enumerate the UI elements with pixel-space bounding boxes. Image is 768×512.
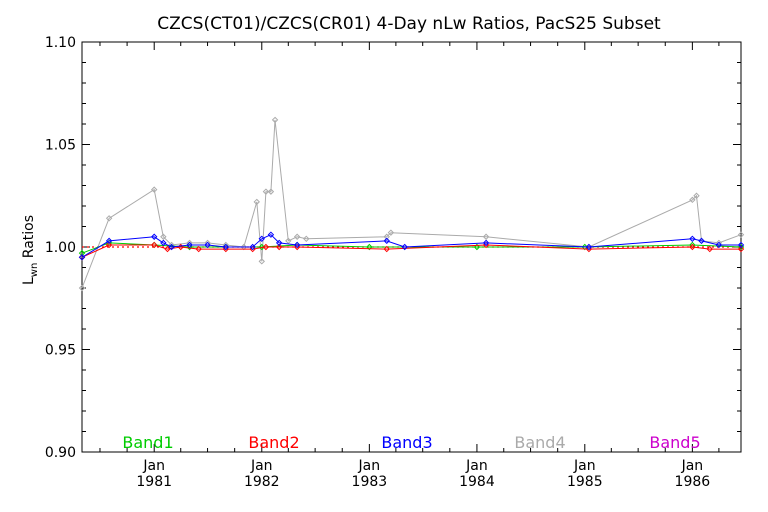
data-point [262,188,270,195]
data-point [737,231,745,238]
x-tick-month-label: Jan [358,458,381,474]
chart-title: CZCS(CT01)/CZCS(CR01) 4-Day nLw Ratios, … [157,14,661,34]
data-point [267,231,275,238]
data-point [78,254,86,261]
data-point [689,243,696,251]
x-tick-month-label: Jan [250,458,273,474]
data-point [482,239,490,247]
y-tick-label: 0.90 [45,445,76,461]
data-point [253,198,260,206]
x-tick-year-label: 1985 [567,474,603,490]
data-point [581,243,589,251]
legend-entry-band3: Band3 [381,433,432,452]
data-point [689,196,696,204]
y-axis-label: Lwn Ratios [21,215,40,285]
data-point [262,243,270,251]
data-point [285,237,292,245]
data-point [258,243,265,251]
x-tick-month-label: Jan [681,458,704,474]
series-band3 [78,231,745,261]
data-point [383,245,390,253]
data-point [383,237,390,245]
data-point [473,243,481,251]
data-point [698,237,705,245]
y-tick-label: 1.10 [45,35,76,51]
data-point [303,235,310,243]
y-tick-label: 1.00 [45,240,76,256]
data-point [150,186,158,193]
data-point [258,258,265,265]
data-point [78,249,86,257]
data-point [693,192,700,199]
data-point [105,237,113,245]
data-point [715,241,723,249]
series-band2 [78,241,745,261]
data-point [275,243,283,251]
data-point [150,241,158,249]
series-line-band4 [81,119,742,289]
x-tick-month-label: Jan [142,458,165,474]
data-point [383,233,390,240]
y-axis-label-rest: Ratios [21,215,37,263]
data-point [249,243,256,251]
data-point [258,235,265,243]
x-tick-year-label: 1986 [675,474,711,490]
series-band4 [78,116,745,292]
legend: Band1 Band2 Band3 Band4 Band5 [122,433,700,452]
data-point [482,233,490,240]
data-point [401,243,408,251]
x-tick-year-label: 1981 [136,474,172,490]
y-tick-label: 0.95 [45,343,76,359]
x-tick-year-label: 1982 [244,474,280,490]
legend-entry-band5: Band5 [649,433,700,452]
series-line-band3 [81,234,741,258]
axis-ticks: 0.900.951.001.051.10Jan1981Jan1982Jan198… [45,35,741,490]
data-point [706,245,713,253]
data-point [366,243,373,251]
y-tick-label: 1.05 [45,138,76,154]
data-point [267,188,275,195]
data-point [293,233,301,240]
data-point [105,241,113,249]
data-point [160,239,167,247]
data-point [168,243,175,251]
data-point [150,233,158,240]
data-point [271,116,279,124]
x-tick-year-label: 1984 [459,474,495,490]
data-point [293,241,301,249]
data-point [160,233,167,240]
data-point [222,243,230,251]
data-point [737,241,745,249]
data-point [737,245,745,253]
y-axis-label-main: L [21,277,37,285]
data-point [204,241,211,249]
series-group [78,116,745,292]
data-point [689,235,696,243]
data-point [105,215,113,222]
series-line-band2 [81,244,741,258]
legend-entry-band4: Band4 [514,433,565,452]
data-point [585,243,593,251]
x-tick-month-label: Jan [465,458,488,474]
data-point [186,241,193,249]
data-point [275,239,283,247]
legend-entry-band1: Band1 [122,433,173,452]
legend-entry-band2: Band2 [248,433,299,452]
y-axis-label-subscript: wn [29,263,40,278]
x-tick-year-label: 1983 [352,474,388,490]
data-point [78,284,86,292]
data-point [164,245,171,253]
data-point [195,245,202,253]
x-tick-month-label: Jan [573,458,596,474]
data-point [387,229,395,236]
